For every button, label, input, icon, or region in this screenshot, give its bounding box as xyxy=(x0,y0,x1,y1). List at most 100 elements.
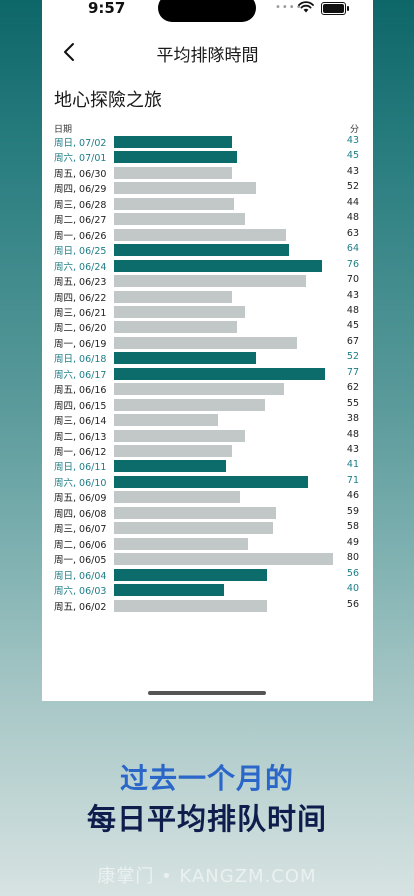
wait-time-bar xyxy=(114,506,276,519)
wait-time-value: 49 xyxy=(346,536,359,548)
date-label: 周五, 06/16 xyxy=(54,385,107,397)
table-row: 周三, 06/28 44 xyxy=(42,196,373,211)
date-label: 周一, 06/05 xyxy=(54,555,107,567)
battery-icon xyxy=(321,2,349,15)
wait-time-bar xyxy=(114,213,246,226)
date-label: 周四, 06/08 xyxy=(54,508,107,520)
wait-time-value: 41 xyxy=(346,459,359,471)
table-row: 周二, 06/06 49 xyxy=(42,536,373,551)
table-row: 周六, 06/17 77 xyxy=(42,366,373,381)
date-label: 周二, 06/06 xyxy=(54,539,107,551)
date-label: 周日, 07/02 xyxy=(54,138,107,149)
wait-time-value: 48 xyxy=(346,304,359,316)
minutes-column-header: 分 xyxy=(349,125,359,135)
table-row: 周一, 06/12 43 xyxy=(42,443,373,458)
table-row: 周五, 06/02 56 xyxy=(42,598,373,613)
table-row: 周二, 06/20 45 xyxy=(42,319,373,334)
date-label: 周日, 06/11 xyxy=(54,462,107,474)
home-indicator[interactable] xyxy=(148,691,266,695)
table-row: 周二, 06/27 48 xyxy=(42,211,373,226)
wait-time-value: 80 xyxy=(346,552,359,564)
table-row: 周二, 06/13 48 xyxy=(42,428,373,443)
date-label: 周四, 06/15 xyxy=(54,400,107,412)
table-row: 周六, 06/03 40 xyxy=(42,582,373,597)
wait-time-value: 77 xyxy=(346,366,359,378)
table-row: 周日, 06/04 56 xyxy=(42,567,373,582)
wait-time-value: 44 xyxy=(346,196,359,208)
date-label: 周五, 06/09 xyxy=(54,493,107,505)
table-row: 周日, 07/02 43 xyxy=(42,134,373,149)
wait-time-value: 48 xyxy=(346,212,359,224)
phone-screen: 9:57 •••• 平均排隊時間 地心探險之旅 日期 分 周日, 07/02 43… xyxy=(42,0,373,701)
wait-time-bar xyxy=(114,383,284,396)
watermark: 康掌门 • KANGZM.COM xyxy=(97,866,317,887)
wait-time-bar xyxy=(114,197,235,210)
wait-time-value: 62 xyxy=(346,382,359,394)
wait-time-bar xyxy=(114,290,232,303)
wait-time-value: 40 xyxy=(346,583,359,595)
wait-time-value: 43 xyxy=(346,444,359,455)
table-row: 周六, 06/24 76 xyxy=(42,258,373,273)
wait-time-value: 48 xyxy=(346,428,359,440)
wait-time-bar xyxy=(114,599,268,612)
date-label: 周五, 06/02 xyxy=(54,601,107,613)
date-label: 周六, 06/17 xyxy=(54,369,107,381)
wait-time-bar xyxy=(114,460,227,473)
wait-time-value: 45 xyxy=(346,320,359,332)
wait-time-value: 64 xyxy=(346,243,359,255)
date-label: 周三, 06/07 xyxy=(54,524,107,536)
wait-time-value: 38 xyxy=(346,413,359,425)
table-row: 周三, 06/14 38 xyxy=(42,412,373,427)
wait-time-value: 52 xyxy=(346,351,359,363)
back-chevron-icon[interactable] xyxy=(58,40,82,64)
wait-time-bar xyxy=(114,166,232,179)
date-label: 周一, 06/26 xyxy=(54,230,107,242)
wait-time-bar xyxy=(114,151,238,164)
table-row: 周五, 06/09 46 xyxy=(42,489,373,504)
wait-time-bar xyxy=(114,228,287,241)
date-column-header: 日期 xyxy=(54,125,73,135)
date-label: 周日, 06/04 xyxy=(54,570,107,582)
wait-time-bar xyxy=(114,352,257,365)
table-row: 周日, 06/18 52 xyxy=(42,350,373,365)
wait-time-bar xyxy=(114,445,232,457)
date-label: 周二, 06/20 xyxy=(54,323,107,335)
date-label: 周三, 06/28 xyxy=(54,199,107,211)
wait-time-bar xyxy=(114,305,246,318)
wait-time-bar xyxy=(114,336,298,349)
table-row: 周一, 06/26 63 xyxy=(42,227,373,242)
wait-time-bar xyxy=(114,475,309,488)
table-row: 周四, 06/15 55 xyxy=(42,397,373,412)
wait-time-value: 58 xyxy=(346,521,359,533)
wait-time-bar xyxy=(114,414,219,427)
wait-time-bar xyxy=(114,429,246,442)
date-label: 周三, 06/21 xyxy=(54,307,107,319)
table-row: 周三, 06/07 58 xyxy=(42,520,373,535)
dynamic-island xyxy=(158,0,256,22)
wait-time-bar xyxy=(114,275,306,288)
wait-time-bar xyxy=(114,244,290,257)
wait-time-value: 56 xyxy=(346,567,359,579)
caption-line-1: 过去一个月的 xyxy=(119,762,294,795)
date-label: 周日, 06/25 xyxy=(54,246,107,258)
table-row: 周五, 06/30 43 xyxy=(42,165,373,180)
table-row: 周六, 07/01 45 xyxy=(42,149,373,164)
caption-line-2: 每日平均排队时间 xyxy=(86,802,327,836)
date-label: 周一, 06/19 xyxy=(54,338,107,350)
wait-time-value: 67 xyxy=(346,335,359,347)
table-row: 周五, 06/23 70 xyxy=(42,273,373,288)
wait-time-bar xyxy=(114,491,240,504)
wait-time-value: 52 xyxy=(346,181,359,193)
date-label: 周六, 07/01 xyxy=(54,153,107,165)
wait-time-bar xyxy=(114,321,238,334)
signal-icon: •••• xyxy=(275,2,303,13)
wait-time-value: 46 xyxy=(346,490,359,502)
table-row: 周五, 06/16 62 xyxy=(42,381,373,396)
date-label: 周四, 06/22 xyxy=(54,292,107,304)
wait-time-bar xyxy=(114,398,265,411)
wait-time-value: 71 xyxy=(346,474,359,486)
status-bar: 9:57 •••• xyxy=(42,0,373,22)
table-row: 周一, 06/19 67 xyxy=(42,335,373,350)
date-label: 周二, 06/27 xyxy=(54,215,107,227)
wait-time-bar xyxy=(114,259,323,272)
